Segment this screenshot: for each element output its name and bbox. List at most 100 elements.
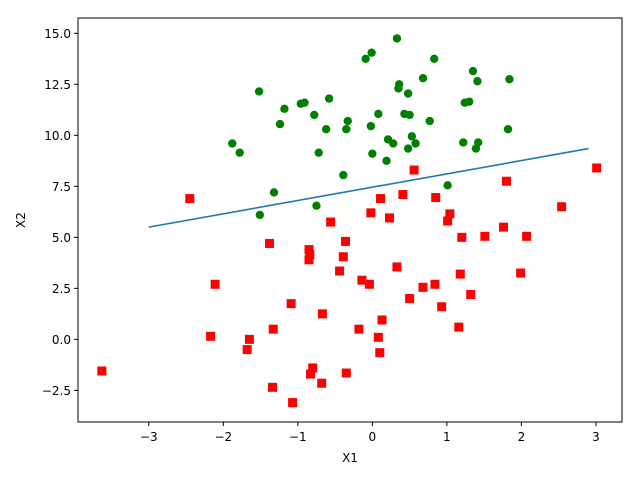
circle-marker — [505, 75, 514, 84]
circle-marker — [235, 148, 244, 157]
circle-marker — [228, 139, 237, 148]
square-marker — [366, 208, 376, 218]
square-marker — [210, 279, 220, 289]
square-marker — [335, 266, 345, 276]
square-marker — [457, 232, 467, 242]
square-marker — [454, 322, 464, 332]
square-marker — [326, 217, 336, 227]
circle-marker — [443, 181, 452, 190]
circle-marker — [403, 89, 413, 98]
square-marker — [398, 189, 408, 199]
circle-marker — [473, 77, 482, 86]
circle-marker — [255, 210, 265, 220]
square-marker — [286, 299, 296, 309]
square-marker — [376, 194, 386, 204]
square-marker — [480, 231, 490, 241]
square-marker — [466, 289, 476, 299]
y-tick-label: −2.5 — [42, 384, 71, 398]
square-marker — [306, 369, 316, 379]
square-marker — [341, 368, 351, 378]
x-tick-label: −1 — [289, 430, 307, 444]
circle-marker — [361, 54, 370, 64]
y-tick-label: 15.0 — [44, 27, 71, 41]
square-marker — [265, 238, 275, 248]
square-marker — [375, 348, 385, 358]
square-marker — [373, 332, 383, 342]
circle-marker — [394, 84, 403, 93]
circle-marker — [405, 110, 414, 120]
y-tick-label: 0.0 — [52, 333, 71, 347]
square-marker — [308, 363, 318, 373]
square-marker — [364, 279, 374, 289]
circle-marker — [471, 144, 481, 153]
circle-marker — [503, 125, 513, 134]
y-tick-label: 7.5 — [52, 180, 71, 194]
circle-marker — [465, 97, 474, 106]
x-tick-label: 0 — [369, 430, 377, 444]
square-marker — [516, 268, 526, 278]
square-marker — [431, 193, 441, 203]
circle-marker — [407, 132, 417, 141]
square-marker — [430, 279, 440, 289]
square-marker — [384, 213, 394, 223]
circle-marker — [324, 94, 334, 103]
square-marker — [244, 334, 254, 344]
square-marker — [501, 176, 511, 186]
circle-marker — [403, 144, 413, 153]
plot-area — [97, 34, 602, 408]
circle-marker — [339, 170, 348, 180]
circle-marker — [269, 188, 279, 197]
circle-marker — [254, 87, 264, 96]
x-axis-label: X1 — [342, 451, 358, 465]
square-marker — [409, 165, 419, 175]
x-tick-label: 1 — [443, 430, 451, 444]
series-square-markers — [97, 163, 602, 408]
square-marker — [499, 222, 509, 232]
y-tick-label: 12.5 — [44, 78, 71, 92]
x-tick-label: 3 — [592, 430, 600, 444]
decision-boundary-line — [148, 147, 589, 228]
circle-marker — [468, 66, 478, 76]
circle-marker — [368, 149, 377, 158]
circle-marker — [367, 48, 376, 57]
y-axis: −2.5 0.0 2.5 5.0 7.5 10.0 12.5 15.0 — [42, 27, 78, 398]
square-marker — [445, 209, 455, 219]
square-marker — [455, 269, 465, 279]
square-marker — [268, 324, 278, 334]
square-marker — [377, 315, 387, 325]
circle-marker — [411, 139, 420, 148]
square-marker — [418, 282, 428, 292]
y-tick-label: 2.5 — [52, 282, 71, 296]
square-marker — [267, 382, 277, 392]
y-tick-label: 10.0 — [44, 129, 71, 143]
square-marker — [304, 255, 314, 265]
circle-marker — [389, 139, 398, 148]
x-axis: −3 −2 −1 0 1 2 3 — [140, 422, 600, 444]
square-marker — [437, 302, 447, 312]
circle-marker — [418, 73, 428, 83]
square-marker — [354, 324, 364, 334]
x-tick-label: 2 — [518, 430, 526, 444]
axes-frame — [77, 17, 623, 423]
circle-marker — [312, 201, 321, 210]
square-marker — [443, 216, 453, 226]
square-marker — [317, 378, 327, 388]
x-tick-label: −2 — [214, 430, 232, 444]
square-marker — [341, 236, 351, 246]
circle-marker — [275, 119, 285, 129]
x-tick-label: −3 — [140, 430, 158, 444]
circle-marker — [366, 121, 376, 131]
square-marker — [338, 252, 348, 262]
square-marker — [304, 245, 314, 255]
circle-marker — [321, 125, 331, 134]
square-marker — [557, 202, 567, 212]
circle-marker — [300, 98, 309, 107]
circle-marker — [382, 156, 391, 166]
square-marker — [592, 163, 602, 173]
y-tick-label: 5.0 — [52, 231, 71, 245]
circle-marker — [343, 116, 352, 126]
circle-marker — [314, 148, 323, 157]
circle-marker — [280, 104, 289, 113]
square-marker — [305, 250, 315, 260]
